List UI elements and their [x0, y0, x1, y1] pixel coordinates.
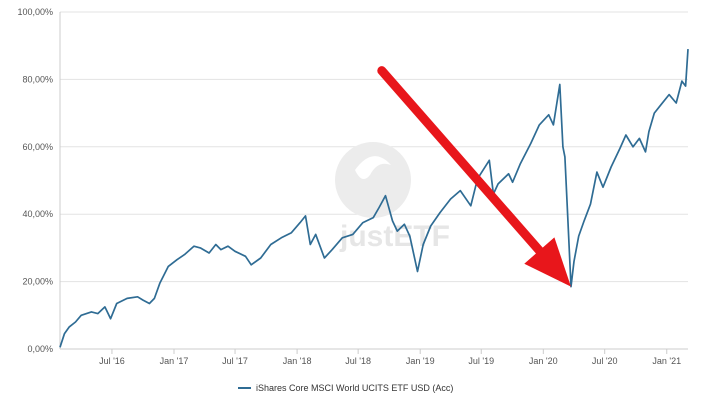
x-tick-label: Jan '21: [652, 356, 681, 366]
y-tick-label: 0,00%: [27, 344, 53, 354]
x-axis: Jul '16 Jan '17 Jul '17 Jan '18 Jul '18 Jan '…: [60, 348, 688, 366]
y-tick-label: 100,00%: [17, 7, 53, 17]
arrow-shaft: [377, 66, 546, 257]
x-tick-label: Jul '18: [345, 356, 371, 366]
y-tick-label: 20,00%: [22, 277, 53, 287]
annotation-arrow: [377, 66, 571, 287]
y-tick-label: 40,00%: [22, 209, 53, 219]
x-tick-label: Jul '20: [592, 356, 618, 366]
arrow-head: [524, 237, 571, 287]
series-line-ishares-core-msci-world: [59, 49, 689, 348]
x-tick-label: Jul '19: [468, 356, 494, 366]
y-tick-label: 60,00%: [22, 142, 53, 152]
watermark-logo: justETF: [335, 142, 450, 253]
y-tick-label: 80,00%: [22, 74, 53, 84]
x-tick-label: Jan '18: [283, 356, 312, 366]
x-tick-label: Jan '19: [406, 356, 435, 366]
legend[interactable]: iShares Core MSCI World UCITS ETF USD (A…: [238, 383, 453, 393]
y-axis: 0,00% 20,00% 40,00% 60,00% 80,00% 100,00%: [17, 7, 61, 354]
legend-label: iShares Core MSCI World UCITS ETF USD (A…: [256, 383, 453, 393]
x-tick-label: Jan '17: [160, 356, 189, 366]
x-tick-label: Jul '16: [99, 356, 125, 366]
x-tick-label: Jan '20: [529, 356, 558, 366]
x-tick-label: Jul '17: [222, 356, 248, 366]
